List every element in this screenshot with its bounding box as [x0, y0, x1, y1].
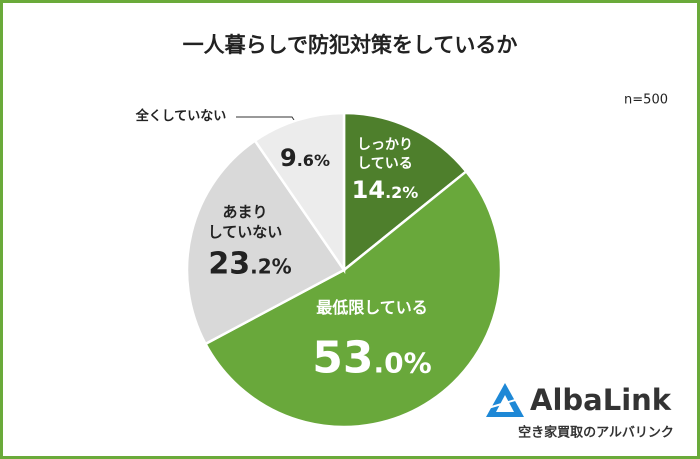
- slice-label: しっかり している: [357, 137, 413, 172]
- chart-title: 一人暮らしで防犯対策をしているか: [183, 33, 518, 57]
- slice-label: 全くしていない: [135, 109, 227, 125]
- value-label: 9.6%: [280, 144, 330, 172]
- logo-tagline: 空き家買取のアルバリンク: [518, 425, 674, 441]
- value-label: 14.2%: [351, 176, 419, 204]
- pie-slice: [185, 138, 346, 346]
- value-label: 23.2%: [208, 246, 292, 282]
- slice-label: 最低限している: [316, 298, 428, 318]
- slice-label: あまり していない: [207, 202, 283, 241]
- pie-slice: [203, 169, 503, 429]
- logo-icon: [486, 383, 524, 417]
- note: n=500: [624, 93, 668, 108]
- logo-name: AlbaLink: [530, 383, 672, 417]
- value-label: 53.0%: [312, 332, 432, 384]
- pie-slice: [253, 111, 346, 275]
- pie-slice: [342, 111, 468, 273]
